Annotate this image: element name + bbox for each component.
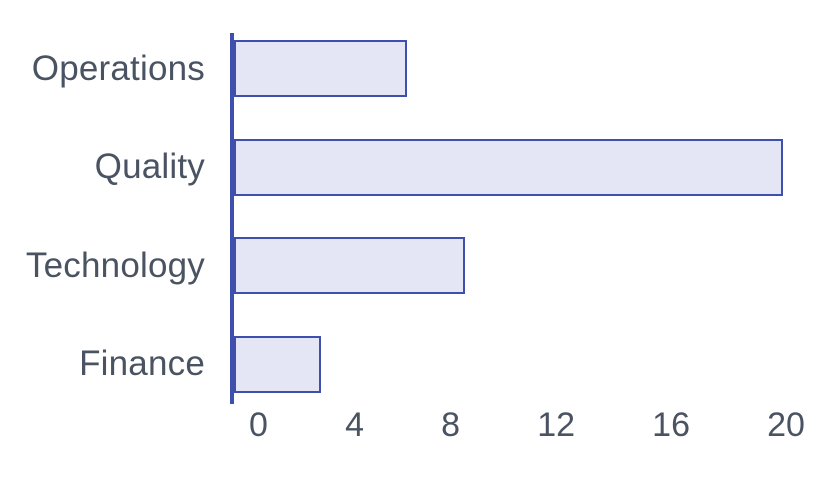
category-axis-labels: Operations Quality Technology Finance [0, 33, 230, 404]
bar-quality [234, 138, 784, 196]
bar-technology [234, 237, 466, 295]
category-label-quality: Quality [94, 147, 205, 187]
bar-finance [234, 335, 321, 393]
plot-area [230, 33, 812, 404]
bar-operations [234, 40, 408, 97]
tick-label-8: 8 [441, 406, 461, 444]
plot-column: 0 4 8 12 16 20 [230, 33, 812, 445]
category-label-finance: Finance [79, 344, 205, 384]
tick-label-4: 4 [345, 406, 364, 444]
tick-label-0: 0 [249, 406, 268, 444]
value-axis-ticks: 0 4 8 12 16 20 [249, 406, 805, 445]
horizontal-bar-chart: Operations Quality Technology Finance 0 4 8 12… [0, 33, 812, 445]
tick-label-20: 20 [767, 406, 805, 444]
category-label-technology: Technology [25, 245, 205, 285]
category-label-operations: Operations [31, 48, 205, 88]
tick-label-16: 16 [652, 406, 690, 444]
tick-label-12: 12 [537, 406, 576, 444]
